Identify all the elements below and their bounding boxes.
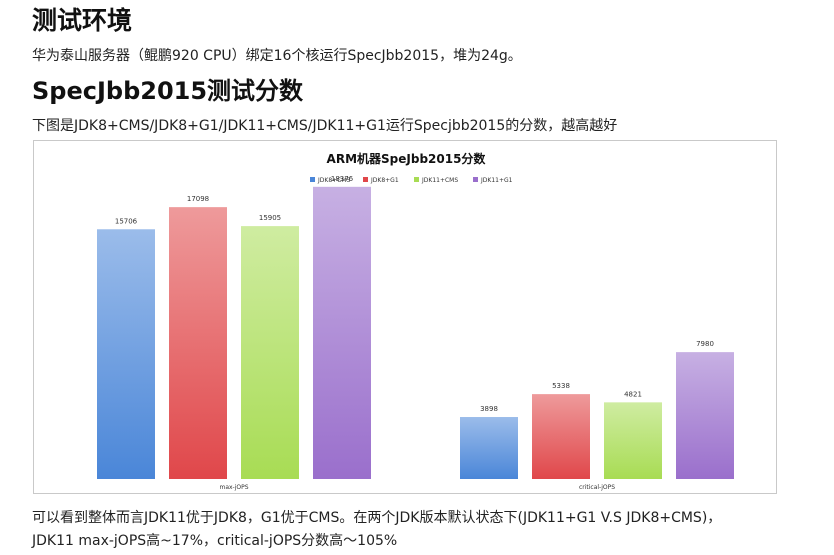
legend-swatch-2 [414,177,419,182]
bar-max-jOPS-JDK8+CMS [97,229,155,479]
section-heading-scores: SpecJbb2015测试分数 [32,77,304,105]
bar-max-jOPS-JDK11+G1 [313,186,371,479]
chart-canvas: ARM机器SpeJbb2015分数 JDK8+CMS JDK8+G1 JDK11+CM… [97,151,734,491]
legend-label-2: JDK11+CMS [421,177,458,184]
bar-critical-jOPS-JDK8+CMS [460,417,518,479]
bar-max-jOPS-JDK11+CMS [241,226,299,479]
legend-label-3: JDK11+G1 [480,177,513,184]
test-environment-description: 华为泰山服务器（鲲鹏920 CPU）绑定16个核运行SpecJbb2015，堆为… [32,48,522,64]
bar-value-label: 7980 [696,340,714,348]
bar-critical-jOPS-JDK8+G1 [532,394,590,479]
legend-swatch-3 [473,177,478,182]
bar-value-label: 5338 [552,382,570,390]
conclusion-line-2: JDK11 max-jOPS高~17%，critical-jOPS分数高～105… [32,533,398,549]
legend-swatch-0 [310,177,315,182]
bar-value-label: 15706 [115,217,138,225]
scores-intro: 下图是JDK8+CMS/JDK8+G1/JDK11+CMS/JDK11+G1运行… [32,118,618,134]
section-heading-test-environment: 测试环境 [32,6,133,35]
bar-critical-jOPS-JDK11+G1 [676,352,734,479]
bar-value-label: 15905 [259,214,281,222]
bar-chart: ARM机器SpeJbb2015分数 JDK8+CMS JDK8+G1 JDK11+CM… [33,140,777,494]
legend-label-1: JDK8+G1 [370,177,399,184]
conclusion-line-1: 可以看到整体而言JDK11优于JDK8，G1优于CMS。在两个JDK版本默认状态… [32,510,722,526]
bar-value-label: 4821 [624,390,642,398]
category-label: max-jOPS [219,484,248,491]
legend-label-0: JDK8+CMS [317,177,351,184]
bar-value-label: 3898 [480,405,498,413]
category-label: critical-jOPS [579,484,615,491]
bar-value-label: 17098 [187,195,209,203]
legend-swatch-1 [363,177,368,182]
bar-max-jOPS-JDK8+G1 [169,207,227,480]
bar-value-label: 18376 [331,175,354,183]
chart-title: ARM机器SpeJbb2015分数 [327,151,487,166]
bar-critical-jOPS-JDK11+CMS [604,402,662,479]
